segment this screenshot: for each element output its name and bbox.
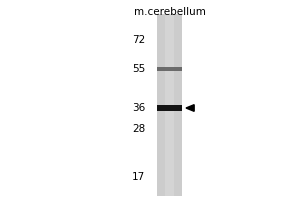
Polygon shape: [186, 105, 194, 111]
Text: 36: 36: [132, 103, 146, 113]
Bar: [165, 14, 174, 196]
Text: 55: 55: [132, 64, 146, 74]
Text: 17: 17: [132, 172, 146, 182]
Text: m.cerebellum: m.cerebellum: [134, 7, 206, 17]
Bar: [157, 105, 182, 111]
Text: 72: 72: [132, 35, 146, 45]
Text: 28: 28: [132, 124, 146, 134]
Bar: [157, 14, 182, 196]
Bar: [157, 67, 182, 71]
